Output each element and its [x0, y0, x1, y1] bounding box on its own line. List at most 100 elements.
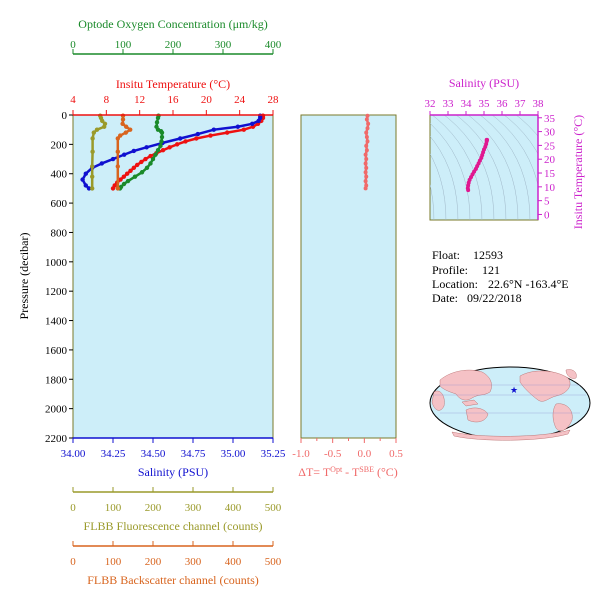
location-value: 22.6°N -163.4°E	[488, 277, 569, 291]
fluorescence-profile-point	[90, 149, 95, 154]
fluorescence-tick-label: 0	[70, 502, 76, 514]
ts-salinity-tick-label: 36	[497, 98, 509, 110]
fluorescence-axis: 0 100 200 300 400 500	[70, 487, 282, 514]
backscatter-profile-point	[118, 133, 123, 138]
salinity-profile-point	[250, 121, 255, 127]
ts-temperature-tick-label: 10	[544, 182, 556, 194]
temperature-profile-point	[139, 159, 144, 165]
temperature-profile-point	[224, 130, 230, 135]
temperature-profile-point	[208, 133, 213, 138]
delta-t-point	[364, 165, 369, 170]
fluorescence-axis-title: FLBB Fluorescence channel (counts)	[84, 519, 263, 533]
backscatter-profile-point	[115, 164, 121, 169]
ts-density-contour	[479, 115, 531, 220]
pressure-tick-label: 400	[51, 169, 68, 181]
delta-t-axis-title: ΔT= TOpt - TSBE (°C)	[298, 465, 398, 480]
delta-t-tick-label: -0.5	[324, 448, 342, 460]
ts-density-contour	[467, 115, 519, 220]
backscatter-tick-label: 400	[225, 556, 242, 568]
backscatter-tick-label: 100	[105, 556, 122, 568]
backscatter-profile-point	[123, 130, 128, 135]
fluorescence-tick-label: 100	[105, 502, 122, 514]
fluorescence-profile-point	[100, 118, 105, 124]
salinity-profile-point	[80, 177, 85, 182]
float-location-marker: ★	[510, 385, 518, 395]
delta-t-point	[363, 152, 368, 157]
float-label: Float:	[432, 248, 460, 262]
oxygen-profile-point	[155, 115, 161, 121]
temperature-tick-label: 12	[134, 94, 145, 106]
oxygen-tick-label: 200	[165, 39, 182, 51]
delta-t-point	[363, 179, 368, 184]
salinity-profile-point	[256, 118, 261, 124]
ts-salinity-tick-label: 33	[443, 98, 455, 110]
salinity-profile-point	[211, 127, 216, 132]
ts-salinity-tick-label: 34	[461, 98, 473, 110]
ts-density-contour	[430, 135, 459, 220]
oxygen-profile-point	[154, 120, 160, 125]
salinity-profile-point	[99, 161, 105, 166]
ts-salinity-tick-label: 37	[515, 98, 527, 110]
temperature-tick-label: 28	[268, 94, 280, 106]
oxygen-profile-point	[150, 156, 156, 162]
delta-t-tick-label: 0.0	[357, 448, 371, 460]
ts-temperature-tick-label: 5	[544, 196, 550, 208]
backscatter-tick-label: 200	[145, 556, 162, 568]
oxygen-profile-point	[159, 134, 165, 140]
salinity-tick-label: 35.00	[221, 448, 246, 460]
fluorescence-tick-label: 500	[265, 502, 282, 514]
ts-density-contours	[430, 115, 538, 220]
map-south-america-landmass	[552, 403, 573, 431]
fluorescence-profile-point	[91, 130, 97, 135]
fluorescence-tick-label: 300	[185, 502, 202, 514]
ts-point	[485, 137, 490, 142]
salinity-profile-point	[86, 186, 92, 191]
float-value: 12593	[473, 248, 503, 262]
backscatter-profile-point	[115, 136, 121, 141]
delta-t-point	[363, 170, 368, 175]
temperature-profile-point	[134, 162, 140, 168]
oxygen-tick-label: 400	[265, 39, 282, 51]
oxygen-axis-title: Optode Oxygen Concentration (μm/kg)	[78, 17, 267, 31]
ts-temperature-tick-label: 35	[544, 113, 556, 125]
fluorescence-profile-point	[90, 136, 95, 141]
map-australia-landmass	[465, 407, 489, 423]
delta-t-point	[364, 174, 369, 179]
backscatter-profile-point	[115, 149, 121, 154]
delta-t-point	[364, 157, 369, 162]
fluorescence-tick-label: 200	[145, 502, 162, 514]
pressure-axis: 0 200 400 600 800 1000 1200 1400 1600 1800 2000 220…	[45, 110, 73, 445]
temperature-tick-label: 8	[104, 94, 110, 106]
ts-density-contour	[443, 115, 495, 220]
fluorescence-tick-label: 400	[225, 502, 242, 514]
oxygen-tick-label: 0	[70, 39, 76, 51]
oxygen-profile-point	[158, 143, 163, 149]
oxygen-profile-point	[159, 139, 164, 144]
delta-t-tick-label: -1.0	[292, 448, 310, 460]
oxygen-profile-point	[148, 161, 153, 166]
ts-density-contour	[431, 115, 483, 220]
pressure-tick-label: 2000	[45, 404, 68, 416]
pressure-tick-label: 1200	[45, 286, 68, 298]
oxygen-profile-point	[155, 148, 161, 153]
temperature-axis-title: Insitu Temperature (°C)	[116, 77, 230, 91]
salinity-axis-title: Salinity (PSU)	[138, 465, 208, 479]
delta-t-tick-label: 0.5	[389, 448, 403, 460]
backscatter-axis-title: FLBB Backscatter channel (counts)	[87, 573, 259, 587]
temperature-profile-point	[118, 177, 123, 182]
ts-temperature-tick-label: 30	[544, 127, 556, 139]
world-map-icon: ★	[429, 366, 591, 441]
salinity-profile-point	[110, 156, 116, 162]
profile-label: Profile:	[432, 263, 468, 277]
pressure-tick-label: 1000	[45, 257, 68, 269]
main-plot-background	[72, 114, 274, 439]
delta-t-plot-background	[300, 114, 397, 439]
delta-t-points	[363, 113, 371, 191]
temperature-profile-point	[194, 136, 199, 141]
delta-t-point	[365, 113, 370, 118]
delta-t-point	[363, 186, 368, 191]
ts-temperature-tick-label: 20	[544, 154, 556, 166]
salinity-tick-label: 34.75	[181, 448, 206, 460]
ts-plot-background	[429, 114, 539, 221]
delta-t-panel: -1.0 -0.5 0.0 0.5 ΔT= TOpt - TSBE (°C)	[292, 113, 403, 480]
